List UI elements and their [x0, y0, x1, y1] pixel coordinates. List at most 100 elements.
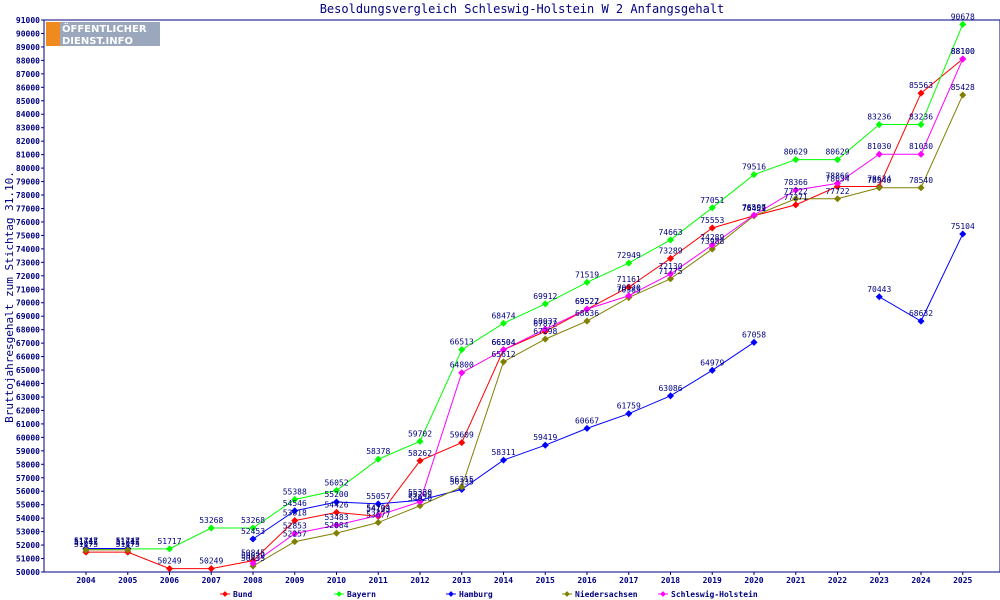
y-tick-label: 91000: [16, 16, 40, 25]
series-line: [252, 94, 964, 567]
data-point: [583, 424, 591, 432]
logo-text-line1: ÖFFENTLICHER: [62, 21, 147, 35]
data-label: 80629: [784, 148, 808, 157]
series-line: [252, 58, 964, 564]
legend-marker: [660, 591, 666, 597]
data-point: [917, 89, 925, 97]
logo: ÖFFENTLICHER DIENST.INFO: [46, 21, 160, 47]
data-label: 76507: [742, 203, 766, 212]
data-label: 78366: [784, 178, 808, 187]
data-label: 71161: [617, 275, 641, 284]
data-label: 51475: [116, 540, 140, 549]
y-tick-label: 88000: [16, 56, 40, 65]
x-tick-label: 2019: [703, 576, 722, 585]
data-point: [165, 565, 174, 573]
data-point: [959, 55, 967, 63]
legend-item: Schleswig-Holstein: [658, 589, 758, 599]
y-tick-label: 79000: [16, 178, 40, 187]
data-label: 69522: [575, 297, 599, 306]
legend-marker: [336, 591, 342, 597]
data-label: 88100: [951, 47, 975, 56]
data-label: 81030: [867, 142, 891, 151]
data-label: 70443: [867, 285, 891, 294]
series-schleswig-holstein: [249, 55, 967, 567]
data-point: [666, 275, 675, 283]
y-tick-label: 50000: [16, 568, 40, 577]
data-point: [959, 230, 967, 238]
data-label: 64800: [450, 361, 474, 370]
data-label: 56052: [324, 479, 348, 488]
data-label: 59419: [533, 433, 557, 442]
data-point: [458, 483, 466, 491]
x-tick-label: 2014: [494, 576, 513, 585]
series-line: [86, 24, 964, 550]
data-label: 83236: [909, 113, 933, 122]
legend-marker: [222, 591, 228, 597]
data-label: 63086: [658, 384, 682, 393]
y-tick-label: 80000: [16, 164, 40, 173]
data-point: [458, 346, 466, 354]
data-label: 56315: [450, 475, 474, 484]
x-tick-label: 2020: [744, 576, 763, 585]
y-tick-label: 86000: [16, 83, 40, 92]
data-point: [792, 195, 800, 203]
y-tick-label: 69000: [16, 312, 40, 321]
data-point: [625, 410, 633, 418]
data-point: [917, 120, 925, 129]
data-label: 55200: [324, 490, 348, 499]
data-label: 54426: [324, 500, 348, 509]
data-label: 80629: [825, 148, 849, 157]
data-label: 51645: [116, 538, 140, 547]
y-tick-label: 55000: [16, 501, 40, 510]
data-label: 51747: [116, 536, 140, 545]
data-label: 53268: [199, 516, 223, 525]
y-tick-label: 51000: [16, 555, 40, 564]
y-tick-label: 56000: [16, 487, 40, 496]
series-line: [252, 341, 755, 540]
data-label: 78866: [825, 171, 849, 180]
y-tick-label: 72000: [16, 272, 40, 281]
data-label: 54920: [408, 494, 432, 503]
y-tick-label: 53000: [16, 528, 40, 537]
data-label: 58262: [408, 449, 432, 458]
y-tick-label: 58000: [16, 460, 40, 469]
x-tick-label: 2016: [577, 576, 596, 585]
data-point: [792, 156, 800, 164]
y-tick-label: 63000: [16, 393, 40, 402]
y-tick-label: 74000: [16, 245, 40, 254]
data-label: 54133: [366, 504, 390, 513]
data-label: 52453: [241, 527, 265, 536]
y-tick-label: 90000: [16, 29, 40, 38]
data-label: 76459: [742, 204, 766, 213]
legend-item: Hamburg: [446, 590, 493, 599]
data-label: 50845: [241, 549, 265, 558]
series-bayern: [82, 20, 967, 553]
data-label: 50249: [157, 557, 181, 566]
y-tick-label: 54000: [16, 514, 40, 523]
data-point: [291, 495, 299, 503]
data-point: [875, 184, 883, 192]
data-label: 68474: [491, 311, 515, 320]
legend-item: Bayern: [334, 590, 376, 599]
data-point: [917, 184, 925, 192]
y-tick-label: 60000: [16, 433, 40, 442]
data-point: [291, 538, 299, 546]
data-label: 52257: [283, 530, 307, 539]
data-label: 71519: [575, 270, 599, 279]
y-tick-label: 57000: [16, 474, 40, 483]
y-tick-label: 70000: [16, 299, 40, 308]
x-tick-label: 2021: [786, 576, 805, 585]
data-point: [541, 441, 549, 449]
y-tick-label: 67000: [16, 339, 40, 348]
data-point: [708, 245, 716, 253]
data-label: 77051: [700, 196, 724, 205]
data-label: 58311: [491, 448, 515, 457]
data-label: 78540: [909, 176, 933, 185]
data-point: [165, 545, 174, 553]
y-tick-label: 82000: [16, 137, 40, 146]
data-point: [708, 366, 716, 374]
data-label: 66504: [491, 338, 515, 347]
data-point: [959, 91, 967, 99]
data-label: 58378: [366, 447, 390, 456]
data-point: [917, 317, 925, 325]
